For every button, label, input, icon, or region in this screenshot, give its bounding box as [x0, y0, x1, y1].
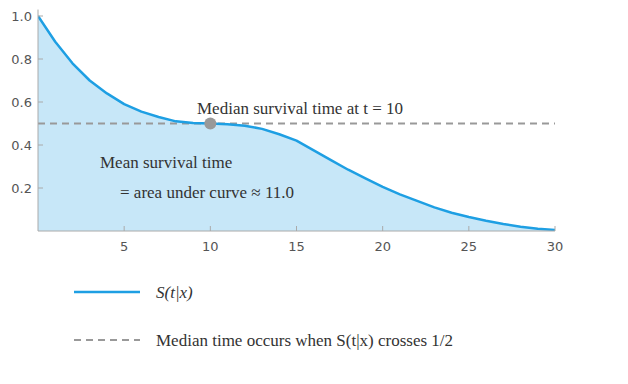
y-tick — [38, 145, 43, 146]
x-tick — [468, 226, 469, 231]
area-fill — [38, 16, 555, 231]
y-tick-label: 0.8 — [11, 52, 32, 67]
y-tick — [38, 16, 43, 17]
y-axis — [38, 10, 39, 231]
y-tick-label: 0.4 — [11, 138, 32, 153]
y-tick-label: 0.6 — [11, 95, 32, 110]
median-point — [204, 118, 216, 130]
legend-label: Median time occurs when S(t|x) crosses 1… — [156, 331, 453, 350]
y-tick-label: 1.0 — [11, 9, 32, 24]
x-tick-label: 30 — [547, 239, 564, 254]
x-tick — [124, 226, 125, 231]
x-tick — [382, 226, 383, 231]
y-tick-label: 0.2 — [11, 181, 32, 196]
x-tick-label: 15 — [288, 239, 305, 254]
plot-area — [38, 16, 555, 231]
legend-swatch — [74, 291, 140, 294]
x-tick — [555, 226, 556, 231]
y-tick — [38, 59, 43, 60]
y-tick — [38, 102, 43, 103]
x-tick-label: 5 — [120, 239, 128, 254]
median-line — [38, 123, 555, 125]
x-tick — [296, 226, 297, 231]
y-tick — [38, 188, 43, 189]
legend-swatch — [74, 339, 140, 341]
chart: 5 10 15 20 25 30 0.2 0.4 0.6 0.8 1.0 Median surviva… — [0, 0, 628, 384]
x-tick — [210, 226, 211, 231]
annotation: = area under curve ≈ 11.0 — [120, 183, 294, 202]
x-tick-label: 25 — [461, 239, 478, 254]
legend-label: S(t|x) — [156, 283, 193, 302]
annotation: Mean survival time — [100, 153, 232, 172]
annotation: Median survival time at t = 10 — [197, 99, 403, 118]
x-tick-label: 20 — [374, 239, 391, 254]
x-tick-label: 10 — [202, 239, 219, 254]
survival-curve — [38, 16, 555, 230]
